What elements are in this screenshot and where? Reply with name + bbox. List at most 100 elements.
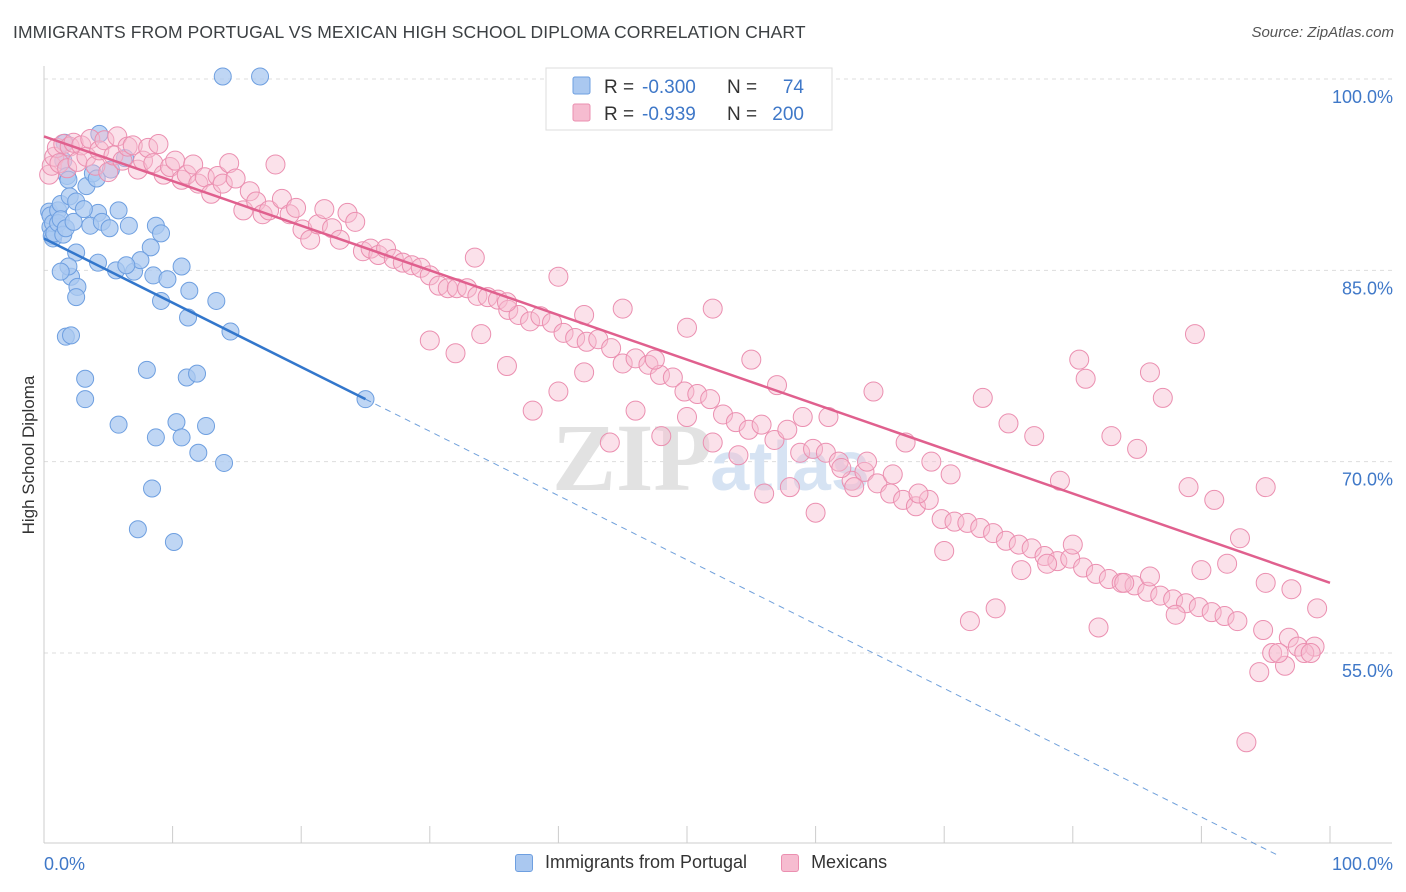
point-mexicans [725, 412, 746, 433]
point-mexicans [1262, 643, 1283, 663]
point-mexicans [1304, 636, 1325, 657]
y-tick-label: 85.0% [1342, 278, 1393, 298]
point-mexicans [940, 464, 961, 485]
legend-item-portugal: Immigrants from Portugal [515, 852, 747, 873]
point-portugal [109, 415, 128, 434]
trend-lines [43, 135, 1331, 857]
point-portugal [143, 479, 162, 498]
point-mexicans [1274, 655, 1295, 676]
point-mexicans [959, 611, 980, 632]
legend-item-mexicans: Mexicans [781, 852, 887, 873]
point-mexicans [921, 451, 942, 472]
point-mexicans [239, 181, 260, 202]
y-axis-label: High School Diploma [19, 375, 38, 534]
point-mexicans [183, 154, 204, 175]
point-mexicans [702, 432, 723, 453]
point-mexicans [498, 299, 519, 320]
point-mexicans [1152, 387, 1173, 408]
point-portugal [109, 201, 128, 220]
trend-line-portugal [43, 237, 367, 401]
y-tick-label: 100.0% [1332, 87, 1393, 107]
gridlines [44, 78, 1392, 654]
point-mexicans [1294, 643, 1315, 663]
point-mexicans [790, 442, 811, 463]
point-mexicans [1191, 560, 1212, 581]
point-mexicans [931, 509, 952, 530]
point-mexicans [1062, 534, 1083, 555]
point-mexicans [265, 154, 286, 175]
point-mexicans [1268, 643, 1289, 663]
point-mexicans [677, 317, 697, 338]
point-portugal [213, 67, 232, 86]
point-mexicans [1021, 538, 1042, 559]
legend-r-value: -0.300 [642, 77, 696, 98]
point-mexicans [286, 197, 307, 218]
point-mexicans [143, 153, 164, 174]
point-mexicans [103, 145, 124, 166]
point-mexicans [1037, 553, 1058, 574]
point-mexicans [219, 153, 240, 174]
point-mexicans [934, 540, 955, 561]
point-mexicans [905, 496, 926, 517]
point-mexicans [1088, 617, 1109, 638]
legend-stats: R = -0.300 N = 74 R = -0.939 N = 200 [545, 67, 833, 131]
point-portugal [158, 270, 177, 289]
point-mexicans [983, 523, 1004, 544]
point-mexicans [508, 304, 529, 325]
point-mexicans [1178, 477, 1199, 498]
point-mexicans [1073, 557, 1094, 578]
point-mexicans [754, 483, 775, 504]
point-mexicans [1150, 585, 1171, 606]
point-portugal [67, 288, 86, 307]
point-mexicans [893, 489, 914, 510]
point-mexicans [57, 158, 78, 179]
point-mexicans [995, 530, 1016, 551]
point-portugal [215, 453, 234, 472]
point-mexicans [522, 400, 543, 421]
point-mexicans [918, 489, 939, 510]
watermark-zip: ZIP [552, 404, 712, 511]
point-mexicans [831, 458, 852, 479]
point-mexicans [565, 327, 586, 348]
x-tick-label: 0.0% [44, 854, 85, 874]
point-mexicans [863, 381, 884, 402]
point-mexicans [998, 413, 1019, 434]
point-mexicans [674, 381, 695, 402]
point-mexicans [1024, 426, 1045, 447]
legend-r-label: R = [604, 104, 634, 125]
point-portugal [197, 416, 216, 435]
point-portugal [74, 200, 93, 219]
trend-line-portugal-extension [365, 398, 1279, 857]
point-mexicans [805, 502, 826, 523]
point-mexicans [985, 598, 1006, 619]
point-mexicans [1011, 560, 1032, 581]
legend-n-label: N = [727, 77, 757, 98]
point-mexicans [1204, 489, 1225, 510]
point-portugal [188, 364, 207, 383]
point-mexicans [98, 162, 119, 183]
point-mexicans [1300, 643, 1321, 663]
point-mexicans [1114, 572, 1135, 593]
point-mexicans [160, 157, 181, 178]
point-mexicans [574, 362, 595, 383]
point-mexicans [1184, 324, 1205, 345]
point-mexicans [1139, 566, 1160, 587]
point-mexicans [649, 364, 670, 385]
point-mexicans [972, 387, 993, 408]
point-mexicans [1085, 563, 1106, 584]
legend-swatch-portugal [515, 853, 533, 872]
point-mexicans [1163, 589, 1184, 610]
x-tick-labels: 0.0% 100.0% [44, 854, 1393, 874]
point-portugal [189, 443, 208, 462]
point-mexicans [212, 173, 233, 194]
point-mexicans [1175, 593, 1196, 614]
point-portugal [167, 413, 186, 432]
point-mexicans [677, 407, 697, 428]
legend-label-mexicans: Mexicans [811, 852, 888, 872]
legend-bottom: Immigrants from Portugal Mexicans [515, 852, 921, 873]
legend-n-value: 200 [772, 104, 804, 125]
point-portugal [51, 262, 70, 281]
y-tick-labels: 55.0% 70.0% 85.0% 100.0% [1332, 87, 1393, 681]
point-mexicans [225, 168, 246, 189]
